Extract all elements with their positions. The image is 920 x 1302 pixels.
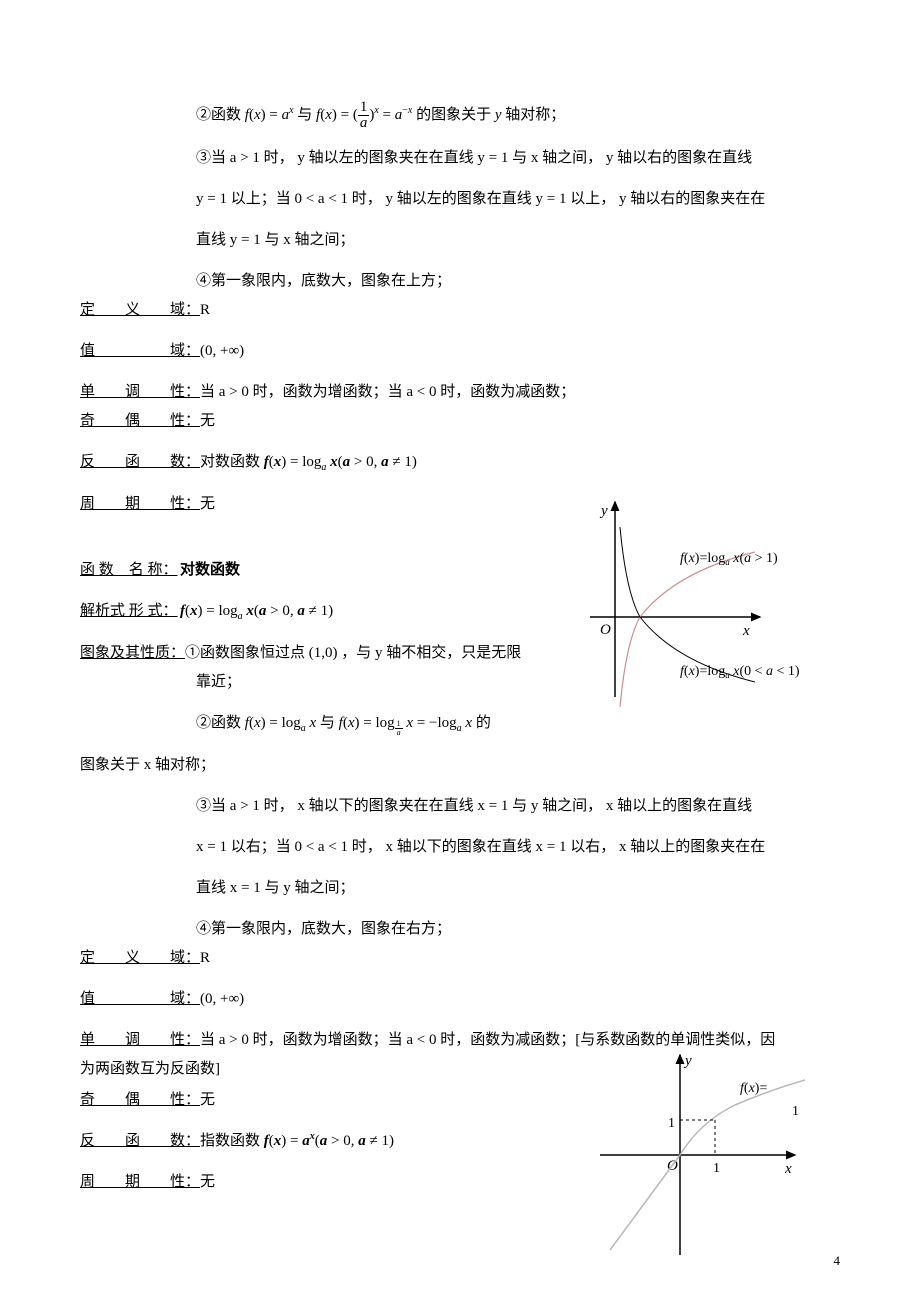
exp-inverse-value: 对数函数 f(x) = loga x(a > 0, a ≠ 1): [200, 449, 840, 477]
exp-domain-label: 定 义 域：: [80, 297, 200, 324]
sqrt-curve-label2: 1: [792, 1104, 799, 1119]
log-axis-x-label: x: [742, 623, 750, 639]
exp-parity-label: 奇 偶 性：: [80, 408, 200, 435]
log-domain-value: R: [200, 945, 840, 972]
exp-inverse-label: 反 函 数：: [80, 449, 200, 477]
exp-prop3c: 直线 y = 1 与 x 轴之间；: [196, 227, 840, 254]
log-parity-label: 奇 偶 性：: [80, 1087, 200, 1114]
log-name-label: 函 数 名 称：: [80, 557, 180, 584]
exp-parity-value: 无: [200, 408, 840, 435]
log-form-label: 解析式 形 式：: [80, 598, 180, 626]
log-graph-diagram: y x O f(x)=loga x(a > 1) f(x)=loga x(0 <…: [580, 497, 860, 717]
log-range-value: (0, +∞): [200, 986, 840, 1013]
sqrt-tick-x1: 1: [713, 1161, 720, 1176]
exp-prop3b: y = 1 以上；当 0 < a < 1 时， y 轴以左的图象在直线 y = …: [196, 186, 840, 213]
log-prop3b: x = 1 以右；当 0 < a < 1 时， x 轴以下的图象在直线 x = …: [196, 834, 840, 861]
log-curve1-label: f(x)=loga x(a > 1): [680, 551, 778, 567]
log-graph-label: 图象及其性质：: [80, 640, 185, 667]
exp-domain-value: R: [200, 297, 840, 324]
log-period-label: 周 期 性：: [80, 1169, 200, 1196]
exp-prop3a: ③当 a > 1 时， y 轴以左的图象夹在在直线 y = 1 与 x 轴之间，…: [196, 145, 840, 172]
exp-prop4: ④第一象限内，底数大，图象在上方；: [196, 268, 840, 295]
log-prop3a: ③当 a > 1 时， x 轴以下的图象夹在在直线 x = 1 与 y 轴之间，…: [196, 793, 840, 820]
sqrt-tick-y1: 1: [668, 1116, 675, 1131]
exp-mono-label: 单 调 性：: [80, 379, 200, 406]
page-number: 4: [834, 1249, 841, 1272]
log-range-label: 值 域：: [80, 986, 200, 1013]
exp-range-value: (0, +∞): [200, 338, 840, 365]
exp-prop2: ②函数 f(x) = ax 与 f(x) = (1a)x = a−x 的图象关于…: [196, 100, 840, 131]
sqrt-graph-diagram: y x O 1 1 f(x)= 1: [595, 1050, 875, 1260]
log-domain-label: 定 义 域：: [80, 945, 200, 972]
sqrt-axis-x-label: x: [784, 1161, 792, 1177]
log-prop2b: 图象关于 x 轴对称；: [80, 752, 840, 779]
sqrt-curve-label: f(x)=: [740, 1081, 767, 1096]
exp-mono-value: 当 a > 0 时，函数为增函数；当 a < 0 时，函数为减函数；: [200, 379, 840, 406]
log-origin-label: O: [600, 622, 611, 638]
log-axis-y-label: y: [599, 503, 608, 519]
log-inverse-label: 反 函 数：: [80, 1128, 200, 1155]
log-curve2-label: f(x)=loga x(0 < a < 1): [680, 664, 800, 680]
sqrt-axis-y-label: y: [683, 1053, 692, 1069]
log-mono-label: 单 调 性：: [80, 1027, 200, 1054]
log-prop3c: 直线 x = 1 与 y 轴之间；: [196, 875, 840, 902]
exp-period-label: 周 期 性：: [80, 491, 200, 518]
log-prop4: ④第一象限内，底数大，图象在右方；: [196, 916, 840, 943]
exp-range-label: 值 域：: [80, 338, 200, 365]
